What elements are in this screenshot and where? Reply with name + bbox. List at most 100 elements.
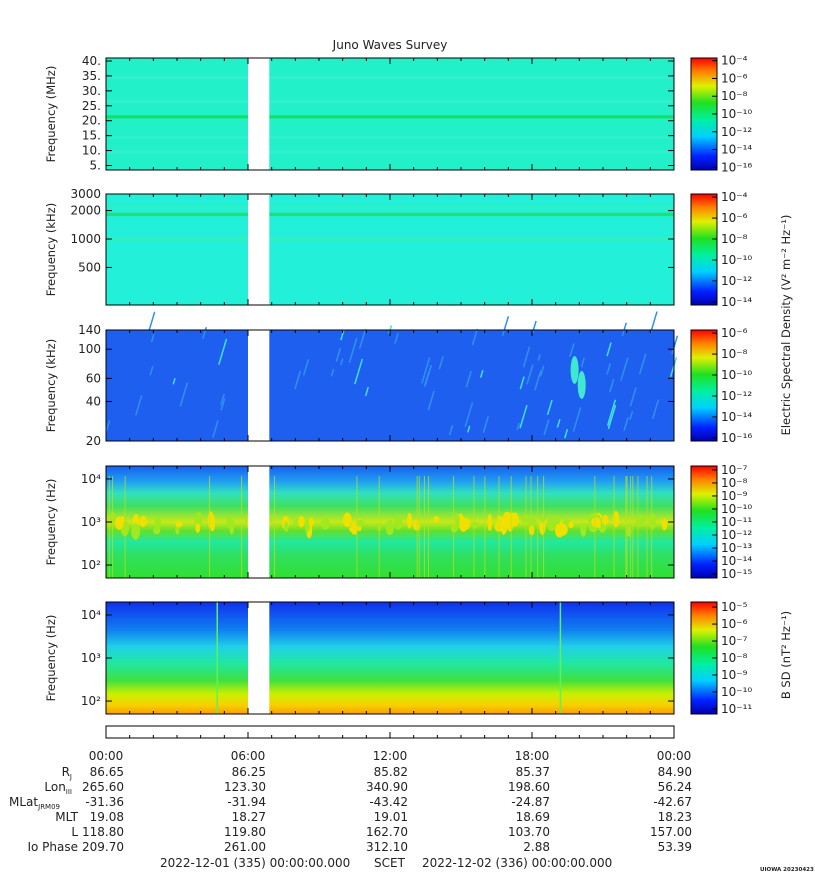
- colorbar-tick-label: 10⁻¹⁰: [721, 107, 752, 121]
- chorus-feature: [520, 514, 530, 524]
- y-tick-label: 5.: [90, 159, 101, 173]
- emission-band: [106, 150, 674, 154]
- panel-1: 5.10.15.20.25.30.35.40. Frequency (MHz) 10…: [44, 54, 752, 175]
- burst-streak: [649, 311, 658, 334]
- ephemeris-value: -31.36: [85, 795, 124, 809]
- burst-streak: [607, 404, 617, 430]
- colorbar-tick-label: 10⁻⁹: [721, 489, 748, 503]
- y-axis-label: Frequency (kHz): [44, 203, 58, 296]
- burst-streak: [564, 428, 569, 439]
- colorbar: 10⁻⁴ 10⁻⁶ 10⁻⁸ 10⁻¹⁰ 10⁻¹² 10⁻¹⁴: [690, 190, 752, 309]
- y-tick-label: 40.: [82, 54, 101, 68]
- colorbar-tick-label: 10⁻⁴: [721, 54, 748, 68]
- colorbar-tick-label: 10⁻⁶: [721, 211, 748, 225]
- ephemeris-value: 340.90: [366, 780, 408, 794]
- chorus-feature: [547, 516, 557, 532]
- burst-feature: [577, 371, 586, 399]
- ephemeris-value: 123.30: [224, 780, 266, 794]
- chorus-feature: [555, 515, 561, 525]
- colorbar-tick-label: 10⁻¹⁴: [721, 410, 752, 424]
- y-tick-label: 3000: [70, 187, 101, 201]
- chorus-feature: [321, 517, 330, 530]
- emission-band: [106, 115, 674, 119]
- burst-streak: [556, 418, 561, 428]
- colorbar-tick-label: 10⁻¹¹: [721, 515, 752, 529]
- colorbar-tick-label: 10⁻¹⁰: [721, 368, 752, 382]
- ephemeris-value: 19.01: [374, 810, 408, 824]
- burst-streak: [105, 420, 111, 433]
- burst-streak: [543, 419, 550, 436]
- ephemeris-value: -31.94: [227, 795, 266, 809]
- y-tick-label: 500: [78, 260, 101, 274]
- colorbar: 10⁻⁴ 10⁻⁶ 10⁻⁸ 10⁻¹⁰ 10⁻¹² 10⁻¹⁴ 10⁻¹⁶: [690, 54, 752, 174]
- data-gap: [248, 601, 270, 715]
- y-tick-label: 10²: [81, 694, 101, 708]
- burst-streak: [218, 338, 228, 365]
- chorus-feature: [385, 519, 394, 536]
- data-gap: [248, 193, 270, 306]
- colorbar-gradient: [691, 330, 717, 441]
- burst-streak: [516, 422, 520, 430]
- emission-band: [106, 212, 674, 217]
- colorbar: 10⁻⁵ 10⁻⁶ 10⁻⁷ 10⁻⁸ 10⁻⁹ 10⁻¹⁰ 10⁻¹¹: [690, 600, 752, 716]
- ephemeris-table: RJ 86.65 86.25 85.82 85.37 84.90 LonIII 265.60 1…: [9, 765, 692, 854]
- y-axis-label: Frequency (kHz): [44, 339, 58, 432]
- burst-streak: [179, 382, 189, 407]
- ephemeris-value: 162.70: [366, 825, 408, 839]
- colorbar-tick-label: 10⁻¹²: [721, 274, 752, 288]
- footer-end-time: 2022-12-02 (336) 00:00:00.000: [422, 856, 612, 870]
- chorus-feature: [207, 511, 214, 530]
- burst-streak: [606, 363, 612, 375]
- colorbar-tick-label: 10⁻¹⁴: [721, 295, 752, 309]
- y-tick-label: 1000: [70, 232, 101, 246]
- burst-streak: [537, 354, 541, 361]
- burst-streak: [202, 326, 208, 339]
- colorbar-tick-label: 10⁻⁸: [721, 347, 748, 361]
- colorbar-tick-label: 10⁻⁷: [721, 463, 748, 477]
- burst-streak: [220, 398, 226, 411]
- chorus-feature: [195, 523, 201, 534]
- time-tick-label: 00:00: [657, 749, 692, 763]
- chorus-feature: [454, 513, 460, 530]
- burst-feature: [570, 356, 579, 384]
- colorbar-tick-label: 10⁻⁷: [721, 634, 748, 648]
- ephemeris-value: -24.87: [511, 795, 550, 809]
- burst-streak: [427, 390, 435, 411]
- burst-streak: [609, 378, 615, 393]
- ephemeris-value: 103.70: [508, 825, 550, 839]
- emission-band: [106, 237, 674, 242]
- burst-streak: [448, 424, 454, 436]
- chorus-feature: [153, 526, 161, 535]
- chorus-feature: [304, 519, 310, 533]
- burst-streak: [629, 387, 637, 407]
- colorbar-tick-label: 10⁻⁵: [721, 600, 748, 614]
- y-axis-label: Frequency (Hz): [44, 479, 58, 566]
- burst-streak: [148, 311, 156, 331]
- colorbar-tick-label: 10⁻¹⁰: [721, 685, 752, 699]
- colorbar-tick-label: 10⁻¹⁴: [721, 554, 752, 568]
- chorus-feature: [433, 515, 440, 523]
- colorbar-tick-label: 10⁻⁹: [721, 668, 748, 682]
- ephemeris-label: LonIII: [44, 780, 72, 796]
- burst-streak: [620, 357, 629, 382]
- y-tick-label: 10³: [81, 515, 101, 529]
- burst-streak: [572, 407, 582, 432]
- chorus-feature: [131, 523, 141, 540]
- ephemeris-value: 85.82: [374, 765, 408, 779]
- emission-band: [106, 75, 674, 79]
- chorus-feature: [648, 513, 657, 530]
- ephemeris-label: L: [71, 825, 78, 839]
- chorus-feature: [506, 516, 511, 525]
- chorus-feature: [268, 515, 274, 523]
- ephemeris-value: 118.80: [82, 825, 124, 839]
- burst-streak: [606, 399, 617, 426]
- y-tick-label: 20: [86, 434, 101, 448]
- panel-4: 10² 10³ 10⁴ Frequency (Hz) 10⁻⁷10⁻⁸10⁻⁹10⁻¹⁰…: [44, 463, 752, 581]
- colorbar-tick-label: 10⁻⁶: [721, 326, 748, 340]
- footer-start-time: 2022-12-01 (335) 00:00:00.000: [160, 856, 350, 870]
- ephemeris-label: MLatJRM09: [9, 795, 60, 811]
- y-axis-label: Frequency (MHz): [44, 66, 58, 163]
- chorus-feature: [412, 519, 421, 531]
